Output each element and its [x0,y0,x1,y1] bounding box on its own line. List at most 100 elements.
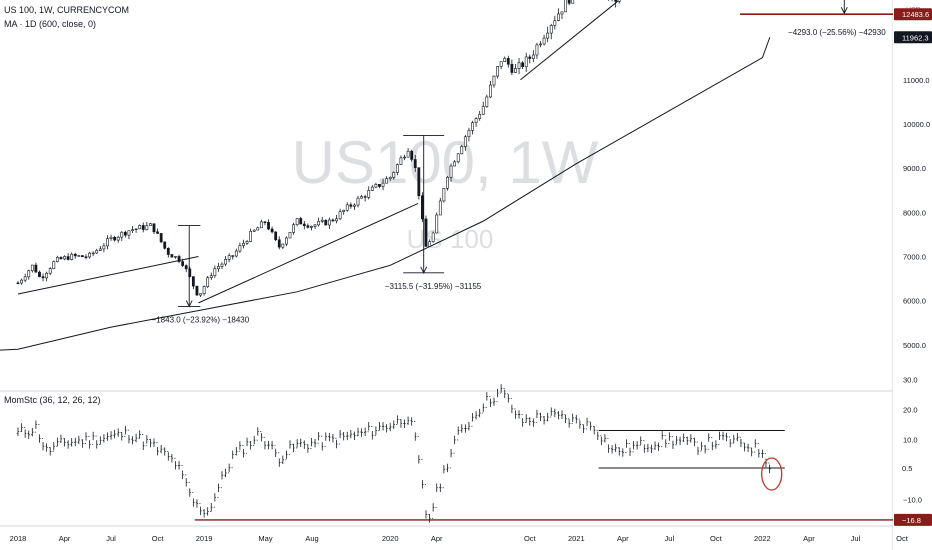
candle-body [106,238,109,247]
candle-body [374,184,378,188]
candle-body [539,43,542,46]
candle-body [327,219,331,226]
time-tick-label: May [258,534,272,543]
time-tick-label: Aug [305,534,318,543]
candle-body [367,190,371,198]
candle-body [91,252,95,255]
time-tick-label: 2018 [10,534,27,543]
candle-body [410,150,414,160]
candle-body [306,225,310,228]
ma-legend[interactable]: MA · 1D (600, close, 0) [4,19,97,29]
candle-body [342,209,346,212]
price-tick-label: 9000.0 [903,164,926,173]
candle-body [474,118,478,123]
candle-body [66,256,70,260]
candle-body [84,256,88,258]
candle-body [302,223,306,227]
candle-body [113,236,117,241]
osc-tick-label: 10.0 [903,436,918,445]
symbol-title[interactable]: US 100, 1W, CURRENCYCOM [4,5,130,15]
level-badge-lower: 11962.3 [902,33,929,42]
osc-highlight-circle [761,457,783,491]
candle-body [421,195,424,220]
candle-body [170,254,174,258]
candle-body [395,164,399,173]
candle-body [184,265,188,270]
time-tick-label: Jul [106,534,116,543]
candle-body [199,293,202,296]
watermark-small: US 100 [407,224,494,254]
candle-body [202,286,206,294]
candle-body [467,130,471,138]
candle-body [614,0,618,2]
candle-body [131,229,134,231]
candle-body [349,204,353,207]
candle-body [102,245,106,250]
candle-body [138,225,142,230]
candle-body [521,62,525,67]
osc-tick-label: 30.0 [903,376,918,385]
time-tick-label: Jul [851,534,861,543]
candle-body [177,256,181,262]
candle-body [553,20,557,26]
time-tick-label: 2020 [382,534,399,543]
time-tick-label: Oct [524,534,537,543]
candle-body [191,276,195,287]
time-tick-label: 2019 [196,534,213,543]
candle-body [27,270,31,278]
candle-body [557,13,560,21]
osc-level-badge-bg [894,513,932,526]
candle-body [270,228,274,233]
candle-body [16,282,20,285]
candle-body [277,239,281,248]
osc-tick-label: 20.0 [903,406,918,415]
candle-body [174,256,177,258]
candle-body [431,232,435,242]
candle-body [481,106,485,115]
candle-body [238,245,242,252]
ma-600-line [0,37,771,351]
price-tick-label: 7000.0 [903,252,926,261]
oscillator-legend[interactable]: MomStc (36, 12, 26, 12) [4,395,101,405]
watermark: US100, 1W US 100 [292,129,599,254]
candle-body [413,159,417,168]
candle-body [20,279,23,284]
candle-body [485,96,489,107]
candle-body [449,165,453,178]
candle-body [463,136,467,147]
candle-body [381,182,385,187]
candle-body [234,250,238,257]
candle-body [531,54,535,59]
candle-body [109,236,113,240]
moving-average [0,37,771,351]
candle-body [120,231,124,238]
candle-body [378,184,381,187]
candle-body [98,248,102,251]
candle-body [560,11,564,15]
candle-body [159,233,163,243]
candle-body [123,231,127,236]
time-tick-label: Apr [431,534,443,543]
candle-body [267,222,270,230]
candle-body [127,230,131,236]
candle-body [549,25,553,34]
time-tick-label: Oct [710,534,723,543]
candle-body [428,241,431,247]
candle-body [317,221,321,226]
oscillator [16,384,932,523]
candle-body [506,58,510,65]
candle-body [274,231,278,241]
candle-body [385,178,389,184]
measure-2022-label: −4293.0 (−25.56%) −42930 [788,28,886,37]
candle-body [45,272,49,279]
measure-tools[interactable]: −1843.0 (−23.92%) −18430 −3115.5 (−31.95%… [152,0,887,324]
candle-body [263,221,267,223]
candle-body [446,176,449,189]
candle-body [492,75,496,86]
candle-body [617,0,621,2]
candle-body [217,266,220,270]
candle-body [88,252,91,258]
candle-body [324,219,328,226]
